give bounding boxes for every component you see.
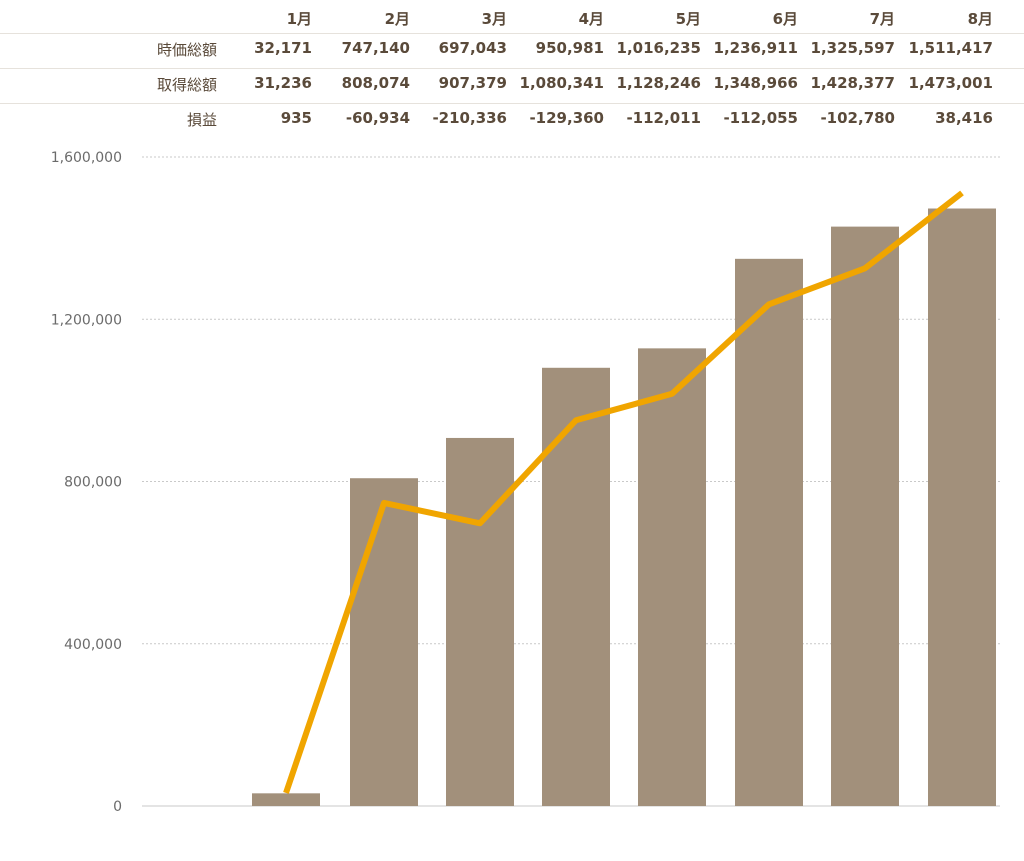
table-cell: 31,236 (254, 74, 312, 92)
table-cell: 808,074 (341, 74, 410, 92)
table-cell: 1,428,377 (810, 74, 895, 92)
table-cell: 1,511,417 (908, 39, 993, 57)
table-header-month: 6月 (772, 10, 798, 28)
table-cell: 935 (280, 109, 312, 127)
table-cell: -210,336 (432, 109, 507, 127)
y-tick-label: 400,000 (64, 637, 122, 653)
table-row-label: 時価総額 (156, 41, 217, 59)
table-cell: 1,236,911 (713, 39, 798, 57)
table-cell: -112,055 (723, 109, 798, 127)
table-header-month: 4月 (578, 10, 604, 28)
table-cell: 1,080,341 (519, 74, 604, 92)
bar (831, 226, 899, 807)
table-row-label: 損益 (186, 111, 217, 129)
table-cell: 907,379 (438, 74, 507, 92)
table-cell: 950,981 (535, 39, 604, 57)
table-cell: 32,171 (254, 39, 312, 57)
bar (542, 367, 610, 806)
table-cell: 1,325,597 (810, 39, 895, 57)
table-header-month: 3月 (481, 10, 507, 28)
table-cell: 747,140 (341, 39, 410, 57)
table-cell: -112,011 (626, 109, 701, 127)
y-tick-label: 800,000 (64, 475, 122, 491)
y-tick-label: 1,600,000 (51, 150, 122, 166)
table-cell: 38,416 (935, 109, 993, 127)
table-header-month: 5月 (675, 10, 701, 28)
bar (350, 478, 418, 806)
bar (735, 258, 803, 806)
table-separator (0, 68, 1024, 69)
table-header-month: 2月 (384, 10, 410, 28)
table-cell: 1,348,966 (713, 74, 798, 92)
bar (252, 793, 320, 806)
table-cell: -129,360 (529, 109, 604, 127)
table-cell: 1,016,235 (616, 39, 701, 57)
table-separator (0, 33, 1024, 34)
bar (928, 208, 996, 806)
table-cell: 1,128,246 (616, 74, 701, 92)
table-cell: -60,934 (345, 109, 410, 127)
table-header-month: 7月 (869, 10, 895, 28)
bar (446, 437, 514, 806)
table-cell: -102,780 (820, 109, 895, 127)
table-row-label: 取得総額 (156, 76, 217, 94)
table-header-month: 8月 (967, 10, 993, 28)
y-tick-label: 1,200,000 (51, 312, 122, 328)
table-cell: 697,043 (438, 39, 507, 57)
line-series (283, 190, 964, 794)
table-header-month: 1月 (286, 10, 312, 28)
table-separator (0, 103, 1024, 104)
bar (638, 348, 706, 806)
y-tick-label: 0 (113, 799, 122, 815)
table-cell: 1,473,001 (908, 74, 993, 92)
